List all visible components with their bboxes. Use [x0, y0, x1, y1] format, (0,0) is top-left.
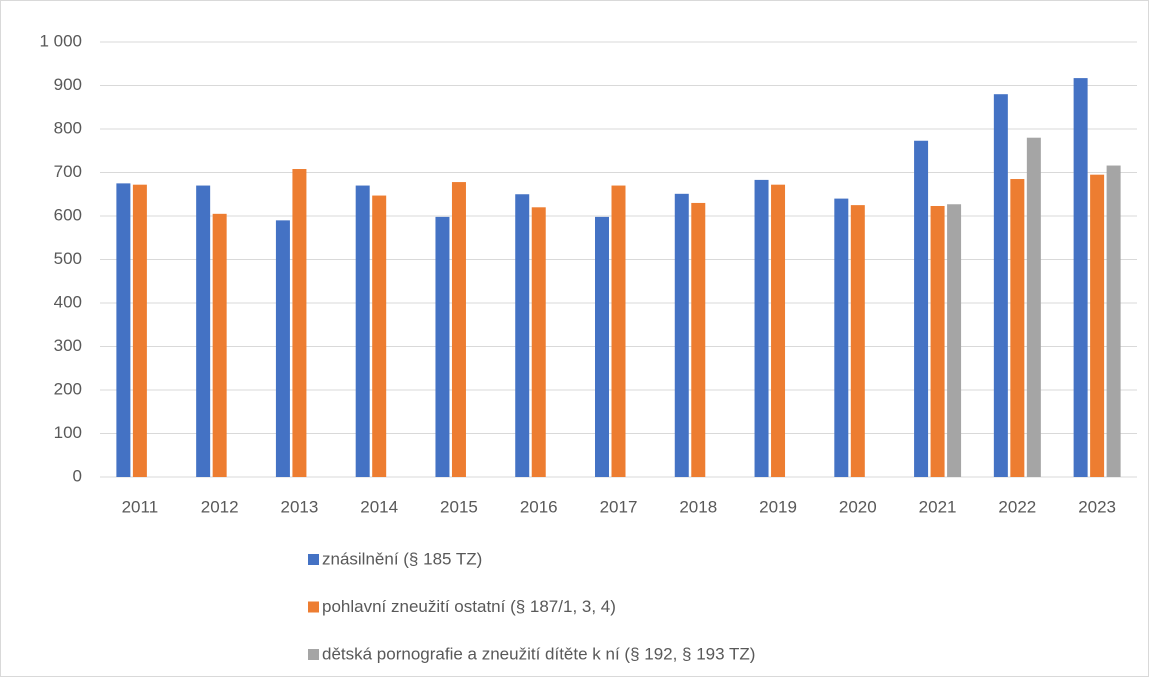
x-tick-label: 2011 — [122, 497, 159, 516]
bar — [754, 179, 769, 477]
y-tick-label: 0 — [73, 466, 82, 485]
legend-swatch — [308, 649, 319, 660]
x-tick-label: 2019 — [759, 497, 797, 516]
legend-label: znásilnění (§ 185 TZ) — [322, 549, 482, 568]
x-tick-label: 2017 — [600, 497, 638, 516]
bar — [914, 140, 929, 477]
bar — [947, 204, 962, 477]
bar — [1026, 137, 1041, 477]
bar — [611, 185, 626, 478]
legend-label: pohlavní zneužití ostatní (§ 187/1, 3, 4… — [322, 597, 616, 616]
bar — [372, 195, 387, 477]
bar — [595, 216, 609, 477]
bar — [850, 205, 865, 477]
bar — [116, 183, 131, 477]
x-tick-label: 2015 — [440, 497, 478, 516]
bar — [930, 205, 945, 477]
y-tick-label: 200 — [54, 379, 82, 398]
x-tick-label: 2012 — [201, 497, 239, 516]
x-tick-label: 2018 — [679, 497, 717, 516]
bar — [292, 169, 307, 477]
bar — [1090, 174, 1105, 478]
y-tick-label: 800 — [54, 118, 82, 137]
bar — [355, 185, 370, 478]
bar — [515, 194, 530, 477]
x-tick-label: 2023 — [1078, 497, 1116, 516]
x-tick-label: 2022 — [998, 497, 1036, 516]
y-tick-label: 300 — [54, 336, 82, 355]
y-tick-label: 500 — [54, 249, 82, 268]
bar — [834, 198, 849, 477]
bar — [1073, 78, 1088, 477]
bar — [691, 202, 706, 477]
bar — [435, 216, 450, 477]
y-tick-label: 100 — [54, 423, 82, 442]
y-tick-label: 700 — [54, 162, 82, 181]
bar — [196, 185, 211, 478]
bar — [1106, 165, 1121, 478]
x-tick-label: 2013 — [281, 497, 319, 516]
bar — [771, 184, 786, 477]
bar — [1010, 179, 1025, 477]
y-tick-label: 900 — [54, 75, 82, 94]
bar — [275, 220, 290, 477]
bar — [212, 213, 227, 477]
legend-swatch — [308, 601, 319, 613]
bar — [132, 184, 147, 477]
bar — [993, 94, 1008, 477]
bar — [451, 182, 466, 477]
y-tick-label: 400 — [54, 292, 82, 311]
x-tick-label: 2014 — [360, 497, 398, 516]
x-tick-label: 2020 — [839, 497, 877, 516]
x-tick-label: 2016 — [520, 497, 558, 516]
bar — [531, 207, 546, 478]
y-tick-label: 1 000 — [39, 31, 82, 50]
legend-label: dětská pornografie a zneužití dítěte k n… — [322, 644, 755, 663]
y-tick-label: 600 — [54, 205, 82, 224]
bar — [674, 193, 689, 477]
x-tick-label: 2021 — [919, 497, 957, 516]
legend-swatch — [308, 554, 319, 565]
